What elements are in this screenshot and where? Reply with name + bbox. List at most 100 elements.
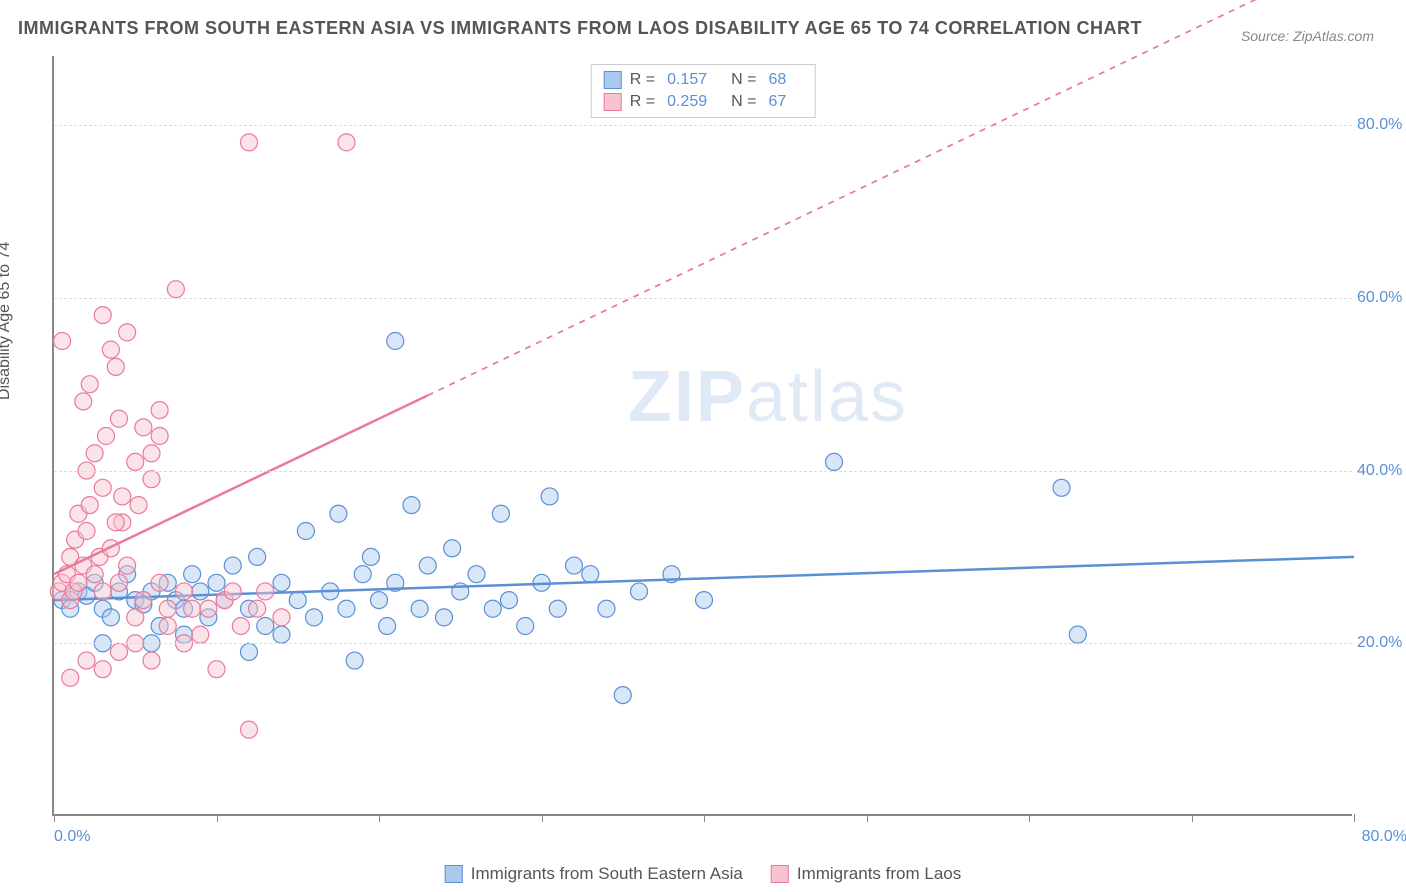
scatter-point bbox=[192, 626, 209, 643]
scatter-point bbox=[151, 402, 168, 419]
scatter-point bbox=[78, 652, 95, 669]
scatter-point bbox=[436, 609, 453, 626]
n-label: N = bbox=[731, 71, 756, 89]
r-label: R = bbox=[630, 71, 655, 89]
scatter-point bbox=[70, 574, 87, 591]
legend-correlation: R = 0.157 N = 68 R = 0.259 N = 67 bbox=[591, 64, 816, 118]
scatter-point bbox=[1053, 479, 1070, 496]
scatter-point bbox=[444, 540, 461, 557]
scatter-point bbox=[159, 618, 176, 635]
scatter-point bbox=[257, 618, 274, 635]
scatter-point bbox=[517, 618, 534, 635]
scatter-point bbox=[241, 721, 258, 738]
x-tick-mark bbox=[54, 814, 55, 822]
chart-plot-area: R = 0.157 N = 68 R = 0.259 N = 67 ZIPatl… bbox=[52, 56, 1352, 816]
scatter-point bbox=[289, 592, 306, 609]
scatter-point bbox=[127, 453, 144, 470]
scatter-point bbox=[94, 307, 111, 324]
scatter-point bbox=[200, 600, 217, 617]
x-tick-mark bbox=[217, 814, 218, 822]
scatter-point bbox=[541, 488, 558, 505]
scatter-point bbox=[232, 618, 249, 635]
scatter-point bbox=[208, 574, 225, 591]
y-tick-label: 40.0% bbox=[1357, 462, 1406, 480]
scatter-point bbox=[75, 393, 92, 410]
scatter-point bbox=[94, 479, 111, 496]
scatter-point bbox=[826, 453, 843, 470]
scatter-point bbox=[119, 324, 136, 341]
scatter-point bbox=[1069, 626, 1086, 643]
scatter-point bbox=[78, 523, 95, 540]
scatter-point bbox=[151, 574, 168, 591]
scatter-point bbox=[224, 583, 241, 600]
scatter-point bbox=[411, 600, 428, 617]
x-tick-mark bbox=[542, 814, 543, 822]
legend-label: Immigrants from South Eastern Asia bbox=[471, 864, 743, 884]
scatter-point bbox=[346, 652, 363, 669]
scatter-point bbox=[167, 281, 184, 298]
swatch-blue-icon bbox=[445, 865, 463, 883]
scatter-point bbox=[102, 341, 119, 358]
gridline bbox=[54, 471, 1352, 472]
scatter-point bbox=[273, 574, 290, 591]
x-tick-min: 0.0% bbox=[54, 828, 90, 846]
scatter-point bbox=[273, 609, 290, 626]
scatter-point bbox=[111, 410, 128, 427]
scatter-point bbox=[468, 566, 485, 583]
x-tick-mark bbox=[1192, 814, 1193, 822]
scatter-point bbox=[86, 566, 103, 583]
y-tick-label: 80.0% bbox=[1357, 116, 1406, 134]
scatter-point bbox=[111, 574, 128, 591]
scatter-point bbox=[696, 592, 713, 609]
scatter-point bbox=[566, 557, 583, 574]
y-tick-label: 20.0% bbox=[1357, 634, 1406, 652]
scatter-point bbox=[297, 523, 314, 540]
legend-label: Immigrants from Laos bbox=[797, 864, 961, 884]
scatter-point bbox=[273, 626, 290, 643]
scatter-point bbox=[371, 592, 388, 609]
scatter-point bbox=[598, 600, 615, 617]
scatter-point bbox=[192, 583, 209, 600]
scatter-point bbox=[143, 445, 160, 462]
scatter-point bbox=[176, 583, 193, 600]
scatter-point bbox=[94, 583, 111, 600]
scatter-point bbox=[338, 134, 355, 151]
scatter-point bbox=[98, 428, 115, 445]
scatter-point bbox=[114, 488, 131, 505]
scatter-point bbox=[387, 333, 404, 350]
x-tick-mark bbox=[1354, 814, 1355, 822]
scatter-point bbox=[107, 358, 124, 375]
gridline bbox=[54, 298, 1352, 299]
n-label: N = bbox=[731, 93, 756, 111]
scatter-point bbox=[614, 687, 631, 704]
scatter-point bbox=[249, 600, 266, 617]
scatter-point bbox=[135, 592, 152, 609]
scatter-point bbox=[107, 514, 124, 531]
x-tick-mark bbox=[704, 814, 705, 822]
legend-item-pink: Immigrants from Laos bbox=[771, 864, 961, 884]
scatter-point bbox=[582, 566, 599, 583]
scatter-point bbox=[484, 600, 501, 617]
scatter-point bbox=[159, 600, 176, 617]
scatter-point bbox=[419, 557, 436, 574]
scatter-point bbox=[403, 497, 420, 514]
scatter-point bbox=[631, 583, 648, 600]
gridline bbox=[54, 643, 1352, 644]
scatter-point bbox=[130, 497, 147, 514]
scatter-point bbox=[354, 566, 371, 583]
legend-row-pink: R = 0.259 N = 67 bbox=[604, 91, 803, 113]
scatter-point bbox=[135, 419, 152, 436]
regression-line-dashed bbox=[428, 0, 1354, 395]
scatter-point bbox=[257, 583, 274, 600]
scatter-point bbox=[143, 652, 160, 669]
r-value: 0.259 bbox=[667, 93, 707, 111]
scatter-point bbox=[241, 643, 258, 660]
r-value: 0.157 bbox=[667, 71, 707, 89]
x-tick-mark bbox=[1029, 814, 1030, 822]
n-value: 67 bbox=[768, 93, 786, 111]
y-tick-label: 60.0% bbox=[1357, 289, 1406, 307]
legend-series: Immigrants from South Eastern Asia Immig… bbox=[445, 864, 962, 884]
x-tick-mark bbox=[867, 814, 868, 822]
scatter-point bbox=[549, 600, 566, 617]
scatter-point bbox=[143, 471, 160, 488]
